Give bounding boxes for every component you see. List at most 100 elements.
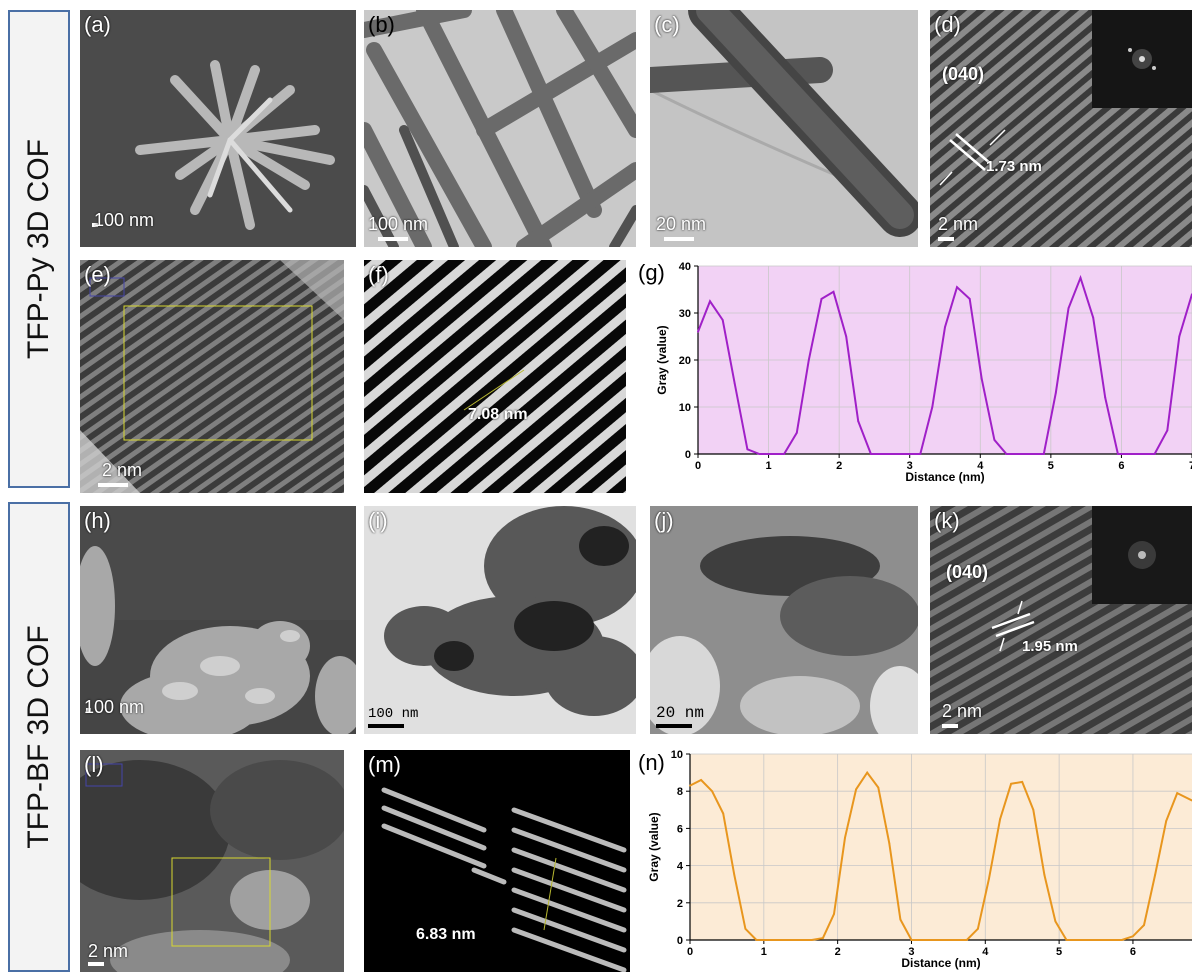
- data-point: [795, 431, 798, 434]
- x-tick-label: 2: [835, 946, 841, 958]
- x-tick-label: 6: [1130, 946, 1136, 958]
- panel-d-scalebar: [938, 237, 954, 241]
- data-point: [1032, 808, 1035, 811]
- panel-j-scalebar: [656, 724, 692, 728]
- panel-d-scale-text: 2 nm: [938, 214, 979, 234]
- panel-e-label: (e): [84, 262, 111, 287]
- data-point: [1128, 453, 1131, 455]
- data-point: [1109, 939, 1112, 941]
- data-point: [799, 939, 802, 941]
- panel-j-scale-text: 20 nm: [656, 704, 705, 722]
- sem-aggregate-graphic: [80, 506, 356, 734]
- data-point: [783, 453, 785, 455]
- data-point: [833, 913, 835, 915]
- plot-area: [690, 754, 1192, 940]
- data-point: [1092, 316, 1095, 319]
- x-axis-label: Distance (nm): [901, 956, 980, 970]
- panel-c-tem-image: (c) 20 nm: [650, 10, 918, 247]
- chart-g-svg: 0 1 2 3 4 5 6 7 0 10 20 30 40 Distance (nm) Gray (valu…: [655, 261, 1192, 484]
- data-point: [1043, 874, 1046, 876]
- data-point: [1098, 939, 1101, 941]
- panel-b-scale-text: 100 nm: [368, 214, 429, 234]
- data-point: [1143, 924, 1145, 927]
- panel-d-label: (d): [934, 12, 961, 37]
- data-point: [1005, 453, 1008, 455]
- data-point: [977, 927, 979, 930]
- panel-e-scalebar: [98, 483, 128, 487]
- data-point: [1120, 939, 1123, 941]
- y-tick-label: 6: [677, 823, 683, 835]
- x-tick-label: 3: [907, 460, 913, 472]
- data-point: [1079, 276, 1082, 279]
- data-point: [810, 939, 813, 941]
- y-tick-label: 20: [679, 355, 691, 367]
- data-point: [988, 877, 990, 880]
- panel-c-label: (c): [654, 12, 680, 37]
- x-tick-label: 7: [1189, 460, 1192, 472]
- y-tick-label: 4: [677, 861, 684, 873]
- data-point: [944, 326, 946, 328]
- data-point: [1166, 429, 1169, 432]
- panel-k-plane-index: (040): [946, 562, 989, 582]
- panel-f-ifft-image: (f) 7.08 nm: [364, 260, 626, 493]
- data-point: [921, 939, 924, 941]
- panel-k-hrtem-image: (k) (040) 1.95 nm 2 nm: [930, 506, 1192, 734]
- data-point: [755, 939, 758, 941]
- data-point: [1018, 453, 1020, 455]
- data-point: [866, 771, 869, 774]
- panel-h-label: (h): [84, 508, 111, 533]
- panel-k-label: (k): [934, 508, 960, 533]
- data-point: [1104, 396, 1107, 399]
- data-point: [746, 448, 749, 451]
- data-point: [807, 359, 810, 361]
- x-tick-label: 6: [1118, 460, 1124, 472]
- panel-m-ifft-image: (m) 6.83 nm: [364, 750, 630, 972]
- hrtem-roi-l-graphic: [80, 750, 344, 972]
- panel-f-measurement: 7.08 nm: [468, 406, 528, 423]
- data-point: [832, 290, 835, 293]
- panel-m-label: (m): [368, 752, 401, 777]
- ifft-m-graphic: [364, 750, 630, 972]
- x-tick-label: 4: [982, 946, 989, 958]
- panel-b-tem-image: (b) 100 nm: [364, 10, 636, 247]
- y-tick-label: 0: [677, 935, 683, 947]
- row-label-tfp-bf: TFP-BF 3D COF: [22, 625, 55, 849]
- data-point: [1030, 453, 1032, 455]
- panel-e-scale-text: 2 nm: [102, 460, 143, 480]
- panel-m-measurement: 6.83 nm: [416, 926, 476, 943]
- data-point: [1021, 781, 1024, 783]
- panel-e-hrtem-image: (e) 2 nm: [80, 260, 344, 493]
- data-point: [758, 453, 761, 455]
- data-point: [980, 377, 983, 380]
- data-point: [1141, 453, 1144, 455]
- data-point: [943, 939, 946, 941]
- data-point: [1054, 920, 1057, 923]
- x-tick-label: 5: [1048, 460, 1054, 472]
- data-point: [1165, 820, 1168, 822]
- data-point: [954, 939, 957, 941]
- tem-zoom-graphic: [650, 506, 918, 734]
- row-label-box-bottom: TFP-BF 3D COF: [8, 502, 70, 972]
- panel-d-plane-index: (040): [942, 64, 985, 84]
- data-point: [1154, 874, 1156, 876]
- data-point: [910, 939, 913, 941]
- data-point: [968, 298, 971, 300]
- data-point: [709, 300, 711, 303]
- x-tick-label: 3: [908, 946, 914, 958]
- row-label-tfp-py: TFP-Py 3D COF: [22, 138, 55, 360]
- panel-h-scale-text: 100 nm: [84, 697, 145, 717]
- chart-n-svg: 0 1 2 3 4 5 6 0 2 4 6 8 10 Distance (nm) Gray (value): [647, 749, 1192, 970]
- data-point: [857, 420, 860, 422]
- data-point: [711, 790, 714, 793]
- y-axis-label: Gray (value): [647, 812, 661, 881]
- panel-l-label: (l): [84, 752, 104, 777]
- data-point: [788, 939, 791, 941]
- data-point: [1065, 939, 1068, 941]
- data-point: [870, 453, 872, 455]
- data-point: [965, 939, 968, 941]
- data-point: [733, 874, 736, 876]
- data-point: [766, 939, 769, 941]
- data-point: [1178, 335, 1181, 338]
- series-line: [689, 770, 1192, 941]
- ifft-fringes-graphic: [364, 260, 626, 493]
